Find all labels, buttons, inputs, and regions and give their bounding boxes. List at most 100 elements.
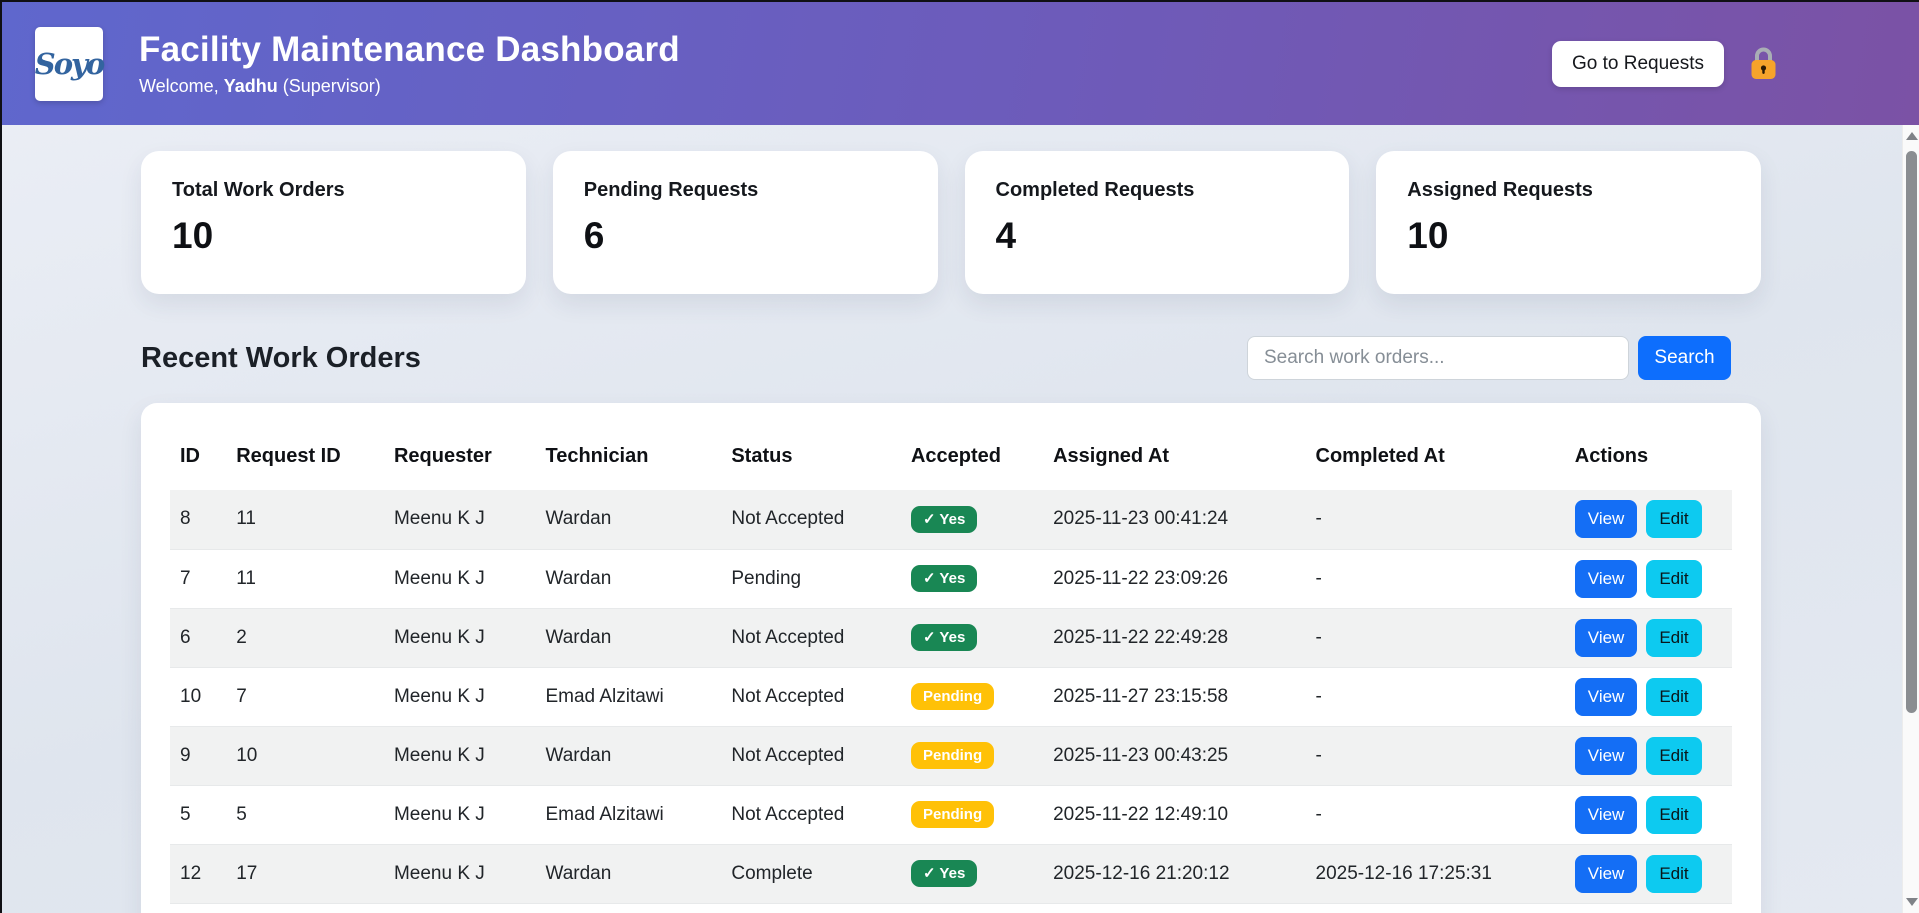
table-cell: 7: [226, 667, 384, 727]
table-cell: Meenu K J: [383, 490, 536, 550]
table-cell: Pending: [900, 785, 1044, 845]
page-title: Facility Maintenance Dashboard: [139, 30, 680, 69]
edit-button[interactable]: Edit: [1646, 618, 1702, 657]
table-cell: -: [1305, 726, 1565, 786]
scroll-up-icon[interactable]: [1903, 125, 1919, 147]
stat-label: Assigned Requests: [1407, 179, 1593, 201]
table-cell: Complete: [721, 844, 901, 904]
table-cell: Not Accepted: [721, 726, 901, 786]
edit-button[interactable]: Edit: [1646, 677, 1702, 716]
table-cell: Meenu K J: [383, 844, 536, 904]
accepted-badge: Pending: [910, 801, 995, 828]
column-header: Accepted: [910, 445, 1001, 467]
table-cell: ✓ Yes: [900, 608, 1044, 668]
stat-label: Total Work Orders: [172, 179, 345, 201]
edit-button[interactable]: Edit: [1646, 500, 1702, 539]
table-cell: 10: [226, 726, 384, 786]
table-cell: 2025-11-23 00:41:24: [1043, 490, 1306, 550]
view-button[interactable]: View: [1574, 500, 1638, 539]
edit-button[interactable]: Edit: [1646, 795, 1702, 834]
table-cell: Meenu K J: [383, 608, 536, 668]
accepted-badge: Pending: [910, 683, 995, 710]
stat-label: Pending Requests: [583, 179, 759, 201]
view-button[interactable]: View: [1574, 795, 1638, 834]
work-orders-card: ID Request ID Requester Technician Status Acc…: [141, 403, 1761, 913]
view-button[interactable]: View: [1574, 736, 1638, 775]
accepted-badge: ✓ Yes: [910, 860, 978, 887]
logo-text: Soyo: [34, 46, 105, 81]
table-cell: 6: [170, 608, 227, 668]
table-cell: Pending: [900, 667, 1044, 727]
actions-cell: View Edit: [1564, 726, 1732, 786]
stat-card-completed-requests: Completed Requests 4: [964, 151, 1350, 294]
table-cell: 2025-12-16 17:25:31: [1305, 844, 1565, 904]
table-cell: Emad Alzitawi: [535, 667, 722, 727]
table-row: 6 2 Meenu K J Wardan Not Accepted ✓ Yes 2025-1…: [170, 608, 1732, 668]
table-cell: -: [1305, 549, 1565, 609]
table-cell: Not Accepted: [721, 490, 901, 550]
actions-cell: View Edit: [1564, 667, 1732, 727]
scroll-down-icon[interactable]: [1903, 891, 1919, 913]
table-cell: -: [1305, 667, 1565, 727]
edit-button[interactable]: Edit: [1646, 559, 1702, 598]
table-cell: Meenu K J: [383, 667, 536, 727]
column-header: Actions: [1574, 445, 1649, 467]
edit-button[interactable]: Edit: [1646, 736, 1702, 775]
scrollbar-thumb[interactable]: [1906, 151, 1917, 713]
table-cell: Wardan: [535, 549, 722, 609]
vertical-scrollbar[interactable]: [1902, 125, 1919, 913]
table-cell: 2025-11-27 23:15:58: [1043, 667, 1306, 727]
table-cell: Wardan: [535, 726, 722, 786]
table-cell: 2: [226, 608, 384, 668]
stat-value: 10: [1407, 215, 1449, 256]
table-cell: 2025-11-22 12:49:10: [1043, 785, 1306, 845]
table-cell: Meenu K J: [383, 726, 536, 786]
user-name: Yadhu: [223, 76, 278, 96]
column-header: Completed At: [1315, 445, 1445, 467]
table-row: 9 10 Meenu K J Wardan Not Accepted Pending 202…: [170, 726, 1732, 786]
view-button[interactable]: View: [1574, 677, 1638, 716]
actions-cell: View Edit: [1564, 785, 1732, 845]
table-cell: ✓ Yes: [900, 844, 1044, 904]
column-header: Request ID: [236, 445, 341, 467]
accepted-badge: ✓ Yes: [910, 505, 978, 533]
column-header: ID: [180, 445, 200, 467]
table-row: 8 11 Meenu K J Wardan Not Accepted ✓ Yes 2025-…: [170, 490, 1732, 550]
table-cell: 8: [170, 490, 227, 550]
view-button[interactable]: View: [1574, 559, 1638, 598]
table-cell: Wardan: [535, 844, 722, 904]
table-cell: 12: [170, 844, 227, 904]
table-cell: 10: [170, 667, 227, 727]
stat-label: Completed Requests: [995, 179, 1195, 201]
table-cell: 7: [170, 549, 227, 609]
work-orders-table-body: 8 11 Meenu K J Wardan Not Accepted ✓ Yes 2025-…: [170, 490, 1732, 904]
view-button[interactable]: View: [1574, 854, 1638, 893]
table-cell: Pending: [900, 726, 1044, 786]
actions-cell: View Edit: [1564, 844, 1732, 904]
edit-button[interactable]: Edit: [1646, 854, 1702, 893]
table-row: 10 7 Meenu K J Emad Alzitawi Not Accepted Pen…: [170, 667, 1732, 727]
go-to-requests-button[interactable]: Go to Requests: [1551, 40, 1724, 87]
accepted-badge: Pending: [910, 742, 995, 769]
table-row: 5 5 Meenu K J Emad Alzitawi Not Accepted Pend…: [170, 785, 1732, 845]
search-button[interactable]: Search: [1638, 336, 1731, 380]
stats-row: Total Work Orders 10 Pending Requests 6 …: [141, 151, 1761, 294]
lock-icon: [1750, 46, 1777, 81]
table-cell: 2025-11-22 23:09:26: [1043, 549, 1306, 609]
column-header: Requester: [393, 445, 492, 467]
table-cell: Emad Alzitawi: [535, 785, 722, 845]
main-content: Total Work Orders 10 Pending Requests 6 …: [2, 125, 1919, 913]
welcome-prefix: Welcome,: [139, 76, 224, 96]
table-cell: ✓ Yes: [900, 490, 1044, 550]
table-cell: Wardan: [535, 490, 722, 550]
table-cell: 9: [170, 726, 227, 786]
stat-value: 6: [583, 215, 605, 256]
search-input[interactable]: [1247, 336, 1629, 380]
stat-value: 4: [995, 215, 1017, 256]
section-title: Recent Work Orders: [141, 341, 421, 374]
accepted-badge: ✓ Yes: [910, 624, 978, 651]
view-button[interactable]: View: [1574, 618, 1638, 657]
search-group: Search: [1247, 336, 1731, 380]
stat-card-pending-requests: Pending Requests 6: [552, 151, 938, 294]
